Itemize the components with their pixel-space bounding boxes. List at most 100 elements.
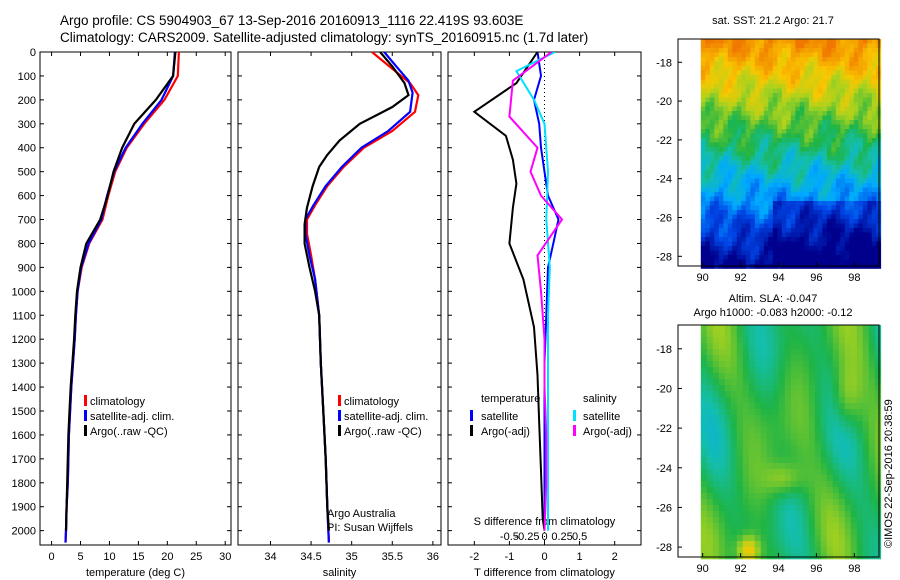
sst-map-cell [700,57,706,62]
sla-map-cell [832,421,840,428]
sst-map-cell [826,70,832,76]
sst-map-cell [867,183,873,188]
sst-map-cell [808,214,814,220]
sla-map-cell [820,367,828,374]
sst-map-cell [768,102,774,107]
difference-xlabel: T difference from climatology [474,567,615,579]
sst-map-cell [844,174,850,179]
sst-map-cell [858,142,864,148]
sst-map-cell [853,97,859,103]
sla-map-cell [712,397,720,404]
sst-map-cell [871,61,877,67]
sst-map-cell [795,259,801,265]
sla-map-cell [868,481,876,488]
sla-map-cell [748,553,756,560]
sla-map-cell [784,325,792,332]
sst-map-cell [736,246,742,251]
sla-map-cell [862,469,870,476]
sst-map-cell [718,111,724,116]
sla-map-cell [820,457,828,464]
sst-map-cell [844,115,850,121]
sst-map-cell [817,93,823,98]
sla-map-cell [772,349,780,356]
sst-map-cell [817,223,823,229]
sst-map-cell [723,61,729,67]
sst-map-cell [871,241,877,247]
sst-map-cell [781,210,787,215]
sst-map-cell [723,232,729,238]
sla-map-cell [844,457,852,464]
sst-map-cell [808,57,814,62]
sst-map-cell [799,219,805,224]
sst-map-cell [745,88,751,94]
sst-map-cell [862,223,868,229]
sst-map-cell [736,142,742,148]
sla-map-cell [772,499,780,506]
sla-map-cell [748,427,756,434]
sla-map-cell [772,463,780,470]
sst-map-cell [849,237,855,242]
sst-map-cell [759,70,765,76]
sla-map-cell [826,469,834,476]
sla-map-cell [862,511,870,518]
sla-map-cell [784,445,792,452]
sla-map-cell [808,469,816,476]
sst-map-cell [736,232,742,238]
sst-map-cell [831,70,837,76]
depth-tick-label: 1100 [12,310,36,322]
sst-map-cell [795,79,801,85]
sst-map-cell [754,70,760,76]
sst-map-cell [862,250,868,256]
sst-map-cell [759,52,765,58]
sst-map-cell [759,88,765,94]
sla-map-ytick-label: -24 [656,463,672,475]
sst-map-cell [750,93,756,98]
sst-map-cell [808,133,814,139]
sst-map-cell [781,174,787,179]
sla-map-xtick-label: 98 [848,563,860,575]
sst-map-cell [714,70,720,76]
sla-map-cell [712,457,720,464]
sst-map-cell [858,97,864,103]
sla-map-cell [760,367,768,374]
sla-map-cell [712,439,720,446]
sla-map-cell [850,529,858,536]
sst-map-cell [853,70,859,76]
sst-map-cell [705,97,711,103]
sst-map-cell [853,142,859,148]
sla-map-cell [844,523,852,530]
sst-map-cell [763,237,769,242]
sst-map-cell [813,120,819,125]
sla-map-cell [754,427,762,434]
sst-map-cell [853,178,859,184]
sst-map-cell [840,187,846,193]
sst-map-cell [772,61,778,67]
sst-map-cell [871,183,877,188]
sst-map-cell [862,246,868,251]
sst-map-ytick-label: -28 [656,251,672,263]
sla-map-cell [748,529,756,536]
sst-map-cell [835,124,841,130]
sst-map-cell [714,214,720,220]
sla-map-cell [838,421,846,428]
sst-map-cell [844,48,850,53]
sst-map-cell [822,228,828,233]
sla-map-cell [754,451,762,458]
sst-map-cell [853,151,859,157]
sla-map-cell [736,517,744,524]
sla-map-cell [856,397,864,404]
depth-tick-label: 600 [18,191,36,203]
sst-map-cell [817,79,823,85]
sst-map-cell [835,205,841,211]
sst-map-cell [799,223,805,229]
sst-map-cell [840,124,846,130]
sst-map-cell [732,93,738,98]
sst-map-cell [853,102,859,107]
sst-map-cell [804,52,810,58]
sst-map-cell [745,43,751,49]
sla-map-cell [814,355,822,362]
sst-map-cell [732,79,738,85]
sla-map-cell [826,535,834,542]
sla-map-cell [796,469,804,476]
sst-map-cell [867,228,873,233]
